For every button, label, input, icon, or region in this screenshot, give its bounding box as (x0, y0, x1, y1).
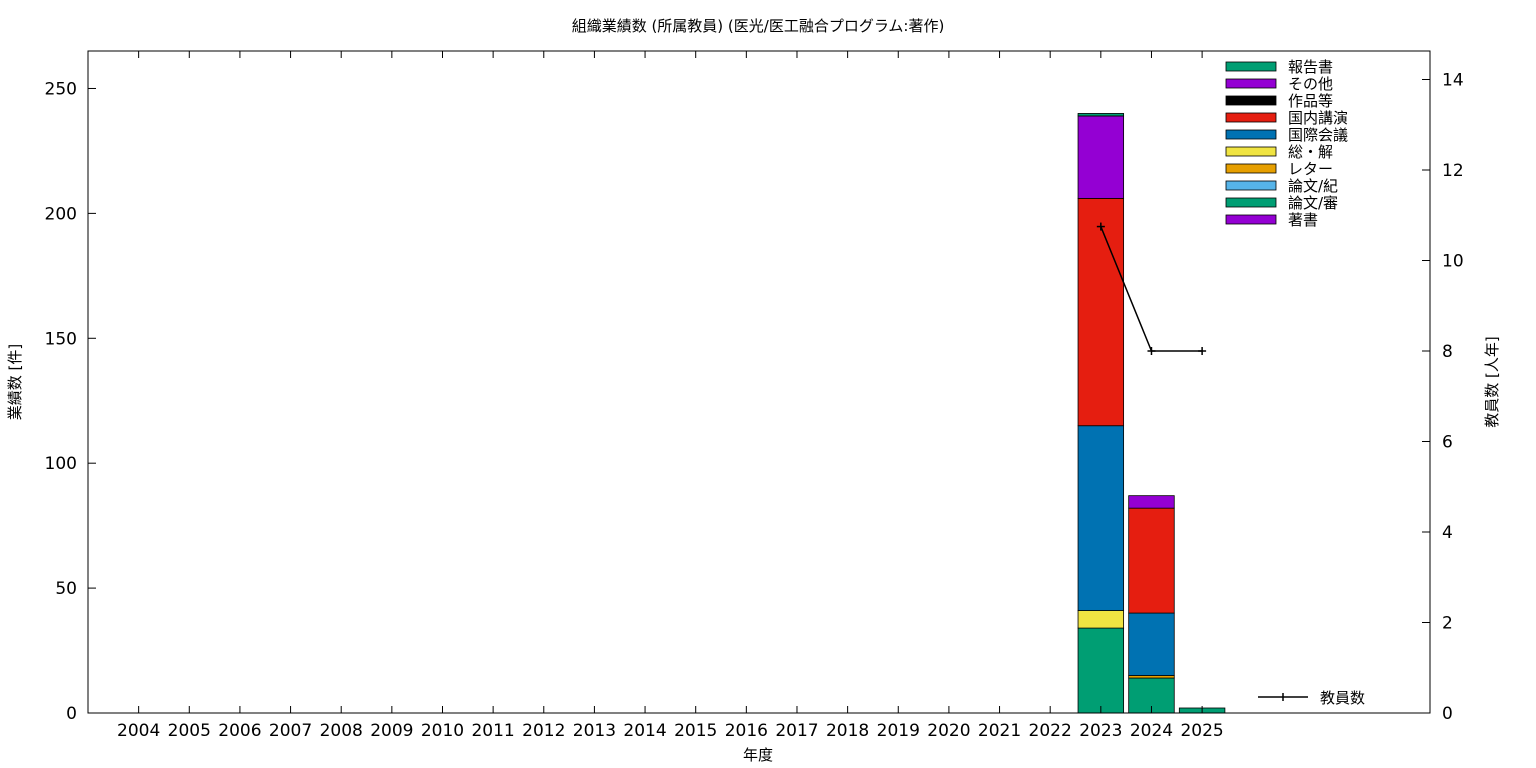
legend-label-7: 論文/紀 (1288, 177, 1338, 195)
x-tick-label-2023: 2023 (1079, 721, 1122, 741)
legend-item-4: 国際会議 (1225, 126, 1348, 144)
legend-item-7: 論文/紀 (1225, 177, 1338, 195)
legend-swatch-2 (1225, 95, 1277, 106)
y2-tick-label-4: 4 (1442, 523, 1453, 543)
legend-item-3: 国内講演 (1225, 109, 1348, 127)
x-tick-label-2025: 2025 (1180, 721, 1223, 741)
y2-tick-label-10: 10 (1442, 252, 1464, 272)
y2-tick-label-14: 14 (1442, 71, 1464, 91)
bar-segment-2023-s7 (1077, 115, 1125, 199)
legend-item-5: 総・解 (1225, 143, 1333, 161)
legend-item-9: 著書 (1225, 211, 1318, 229)
y-tick-label-50: 50 (55, 579, 77, 599)
legend-item-8: 論文/審 (1225, 194, 1338, 212)
bar-segment-2024-s4 (1128, 612, 1175, 676)
legend-label-5: 総・解 (1288, 143, 1333, 161)
bar-segment-2024-s7 (1128, 495, 1175, 509)
x-axis-label: 年度 (743, 746, 773, 764)
y-tick-label-150: 150 (45, 329, 77, 349)
legend-swatch-1 (1225, 78, 1277, 89)
y-tick-label-100: 100 (45, 454, 77, 474)
chart-title: 組織業績数 (所属教員) (医光/医工融合プログラム:著作) (572, 17, 945, 35)
legend-label-2: 作品等 (1288, 92, 1333, 110)
legend-label-3: 国内講演 (1288, 109, 1348, 127)
y2-tick-label-12: 12 (1442, 161, 1464, 181)
plot-frame (87, 50, 1431, 714)
bar-segment-2023-s8 (1077, 113, 1125, 117)
legend-swatch-0 (1225, 61, 1277, 72)
y-ticks-layer: 0 50 100 150 200 250 (45, 79, 96, 724)
x-tick-label-2005: 2005 (168, 721, 211, 741)
legend-label-1: その他 (1288, 75, 1333, 93)
legend-swatch-3 (1225, 112, 1277, 123)
x-tick-label-2014: 2014 (623, 721, 666, 741)
legend-label-6: レター (1288, 160, 1333, 178)
legend-item-0: 報告書 (1225, 58, 1333, 76)
bar-segment-2023-s3 (1077, 610, 1125, 629)
y2-tick-label-6: 6 (1442, 433, 1453, 453)
y2-tick-label-8: 8 (1442, 342, 1453, 362)
legend-swatch-6 (1225, 163, 1277, 174)
legend-item-2: 作品等 (1225, 92, 1333, 110)
x-tick-label-2011: 2011 (471, 721, 514, 741)
y-axis-label: 業績数 [件] (6, 344, 24, 420)
x-tick-label-2012: 2012 (522, 721, 565, 741)
teacher-count-line-layer (1096, 222, 1207, 356)
x-tick-label-2017: 2017 (775, 721, 818, 741)
y2-tick-label-0: 0 (1442, 704, 1453, 724)
y-tick-label-0: 0 (66, 704, 77, 724)
legend-swatch-9 (1225, 214, 1277, 225)
y-tick-label-250: 250 (45, 79, 77, 99)
x-tick-label-2020: 2020 (927, 721, 970, 741)
x-tick-label-2009: 2009 (370, 721, 413, 741)
y-tick-label-200: 200 (45, 204, 77, 224)
teacher-count-point-2023 (1096, 222, 1105, 231)
legend-label-9: 著書 (1288, 211, 1318, 229)
x-tick-label-2015: 2015 (674, 721, 717, 741)
bar-segment-2023-s5 (1077, 197, 1125, 427)
legend-label-8: 論文/審 (1288, 194, 1338, 212)
legend-item-6: レター (1225, 160, 1333, 178)
x-tick-label-2010: 2010 (421, 721, 464, 741)
teacher-count-point-2025 (1198, 347, 1207, 356)
y2-axis-label: 教員数 [人年] (1483, 336, 1501, 427)
bars-layer (1077, 113, 1226, 714)
y2-ticks-layer: 0 2 4 6 8 10 12 14 (1422, 71, 1464, 724)
x-tick-label-2004: 2004 (117, 721, 160, 741)
y2-tick-label-2: 2 (1442, 614, 1453, 634)
legend-item-1: その他 (1225, 75, 1333, 93)
legend-swatch-4 (1225, 129, 1277, 140)
x-tick-label-2016: 2016 (725, 721, 768, 741)
bar-segment-2024-s5 (1128, 507, 1175, 614)
x-tick-label-2019: 2019 (877, 721, 920, 741)
x-tick-label-2018: 2018 (826, 721, 869, 741)
legend-item-teacher-count: 教員数 (1258, 689, 1365, 707)
legend-swatch-7 (1225, 180, 1277, 191)
x-tick-label-2008: 2008 (320, 721, 363, 741)
legend-label-4: 国際会議 (1288, 126, 1348, 144)
x-tick-label-2013: 2013 (573, 721, 616, 741)
bar-segment-2023-s0 (1077, 627, 1125, 714)
legend-label-0: 報告書 (1288, 58, 1333, 76)
x-tick-label-2006: 2006 (218, 721, 261, 741)
x-tick-label-2022: 2022 (1029, 721, 1072, 741)
legend-swatch-8 (1225, 197, 1277, 208)
legend-label-teacher-count: 教員数 (1320, 689, 1365, 707)
x-tick-label-2024: 2024 (1130, 721, 1173, 741)
x-ticks-layer: 2004 2005 2006 2007 2008 2009 2010 2011 2012 2013… (117, 51, 1224, 741)
teacher-count-point-2024 (1147, 347, 1156, 356)
legend-swatch-5 (1225, 146, 1277, 157)
bar-segment-2023-s4 (1077, 425, 1125, 611)
x-tick-label-2021: 2021 (978, 721, 1021, 741)
x-tick-label-2007: 2007 (269, 721, 312, 741)
